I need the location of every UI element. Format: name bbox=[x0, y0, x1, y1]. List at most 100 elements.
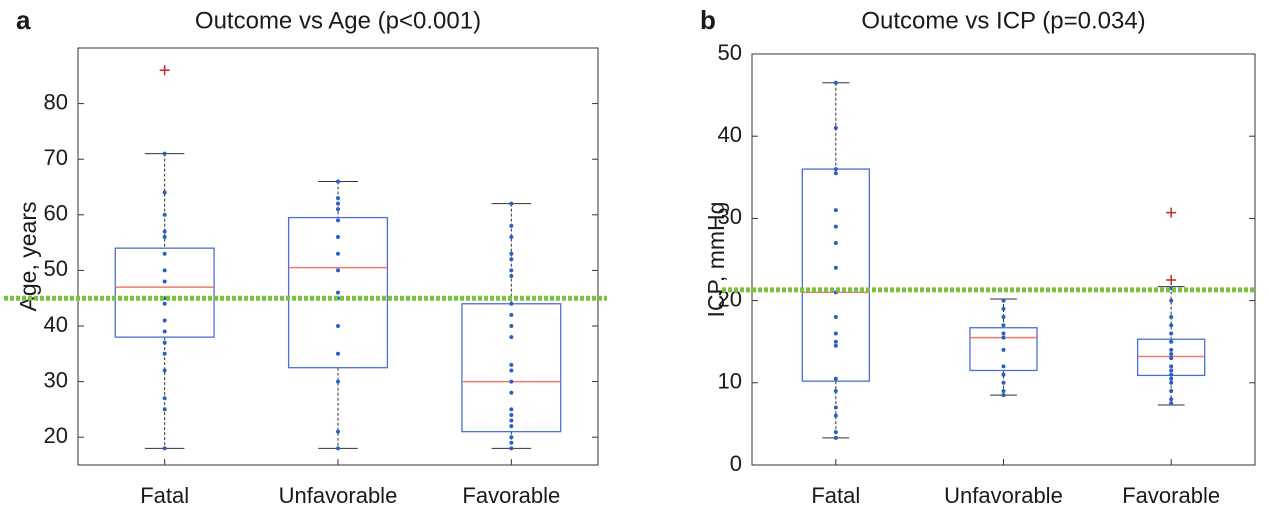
data-point bbox=[162, 396, 167, 401]
chart-title: Outcome vs ICP (p=0.034) bbox=[861, 7, 1145, 34]
data-point bbox=[162, 190, 167, 195]
data-point bbox=[336, 268, 340, 273]
y-tick-label: 40 bbox=[44, 312, 68, 337]
plot-frame bbox=[77, 47, 599, 466]
data-point bbox=[162, 318, 167, 323]
data-point bbox=[162, 301, 167, 306]
y-tick-label: 40 bbox=[718, 122, 742, 147]
data-point bbox=[1169, 352, 1174, 357]
box bbox=[461, 303, 562, 433]
data-point bbox=[1169, 397, 1174, 402]
outlier bbox=[1166, 207, 1177, 218]
data-point bbox=[336, 351, 340, 356]
x-tick-label: Fatal bbox=[140, 483, 189, 508]
data-point bbox=[1001, 393, 1006, 398]
y-tick-label: 50 bbox=[718, 40, 742, 65]
data-point bbox=[833, 389, 838, 394]
y-tick-label: 80 bbox=[44, 89, 68, 114]
y-axis-label: Age, years bbox=[15, 202, 41, 312]
x-tick-label: Favorable bbox=[462, 483, 560, 508]
data-point bbox=[509, 435, 514, 440]
data-point bbox=[1169, 368, 1174, 373]
data-point bbox=[336, 235, 340, 240]
data-point bbox=[1169, 401, 1174, 406]
data-point bbox=[833, 343, 838, 348]
data-point bbox=[162, 340, 167, 345]
box bbox=[801, 168, 871, 382]
y-tick-label: 60 bbox=[44, 201, 68, 226]
data-point bbox=[1169, 323, 1174, 328]
x-tick-label: Favorable bbox=[1122, 483, 1220, 508]
data-point bbox=[162, 235, 167, 240]
data-point bbox=[1169, 364, 1174, 369]
y-tick-label: 20 bbox=[44, 423, 68, 448]
data-point bbox=[336, 207, 340, 212]
data-point bbox=[833, 265, 838, 270]
data-point bbox=[833, 171, 838, 176]
data-point bbox=[509, 407, 514, 412]
data-point bbox=[509, 251, 514, 256]
outlier bbox=[1166, 275, 1177, 286]
box bbox=[969, 327, 1038, 372]
data-point bbox=[509, 368, 514, 373]
data-point bbox=[1169, 347, 1174, 352]
data-point bbox=[833, 331, 838, 336]
data-point bbox=[509, 424, 514, 429]
data-point bbox=[509, 257, 514, 262]
data-point bbox=[833, 241, 838, 246]
data-point bbox=[833, 80, 838, 85]
data-point bbox=[509, 301, 514, 306]
data-point bbox=[336, 196, 340, 201]
data-point bbox=[336, 218, 340, 223]
data-point bbox=[509, 324, 514, 328]
chart-title: Outcome vs Age (p<0.001) bbox=[195, 7, 481, 34]
data-point bbox=[833, 125, 838, 130]
data-point bbox=[509, 335, 514, 340]
data-point bbox=[1169, 380, 1174, 385]
data-point bbox=[1001, 323, 1006, 328]
data-point bbox=[1169, 389, 1174, 394]
x-tick-label: Unfavorable bbox=[944, 483, 1063, 508]
data-point bbox=[1001, 331, 1006, 336]
data-point bbox=[162, 151, 167, 156]
data-point bbox=[833, 339, 838, 344]
y-tick-label: 30 bbox=[718, 204, 742, 229]
data-point bbox=[162, 229, 167, 234]
data-point bbox=[162, 446, 167, 451]
data-point bbox=[833, 435, 838, 440]
data-point bbox=[509, 446, 514, 451]
data-point bbox=[833, 208, 838, 213]
data-point bbox=[1169, 331, 1174, 336]
data-point bbox=[162, 212, 167, 217]
data-point bbox=[509, 268, 514, 273]
data-point bbox=[509, 362, 514, 367]
data-point bbox=[833, 167, 838, 172]
outlier bbox=[159, 65, 170, 76]
data-point bbox=[1169, 298, 1174, 303]
data-point bbox=[162, 368, 167, 373]
panel-label: a bbox=[16, 5, 31, 35]
data-point bbox=[1169, 372, 1174, 377]
data-point bbox=[509, 223, 514, 228]
data-point bbox=[1169, 315, 1174, 320]
y-tick-label: 30 bbox=[44, 367, 68, 392]
data-point bbox=[1001, 380, 1006, 385]
data-point bbox=[1169, 376, 1174, 381]
data-point bbox=[162, 351, 167, 356]
data-point bbox=[833, 413, 838, 418]
y-tick-label: 0 bbox=[730, 451, 742, 476]
data-point bbox=[509, 201, 514, 206]
data-point bbox=[509, 440, 514, 445]
box bbox=[287, 216, 389, 369]
data-point bbox=[336, 429, 340, 434]
x-tick-label: Fatal bbox=[811, 483, 860, 508]
data-point bbox=[1001, 372, 1006, 377]
y-tick-label: 50 bbox=[44, 256, 68, 281]
data-point bbox=[509, 412, 514, 417]
data-point bbox=[1001, 306, 1006, 311]
data-point bbox=[509, 273, 514, 278]
data-point bbox=[1001, 364, 1006, 369]
data-point bbox=[1169, 339, 1174, 344]
data-point bbox=[162, 251, 167, 256]
